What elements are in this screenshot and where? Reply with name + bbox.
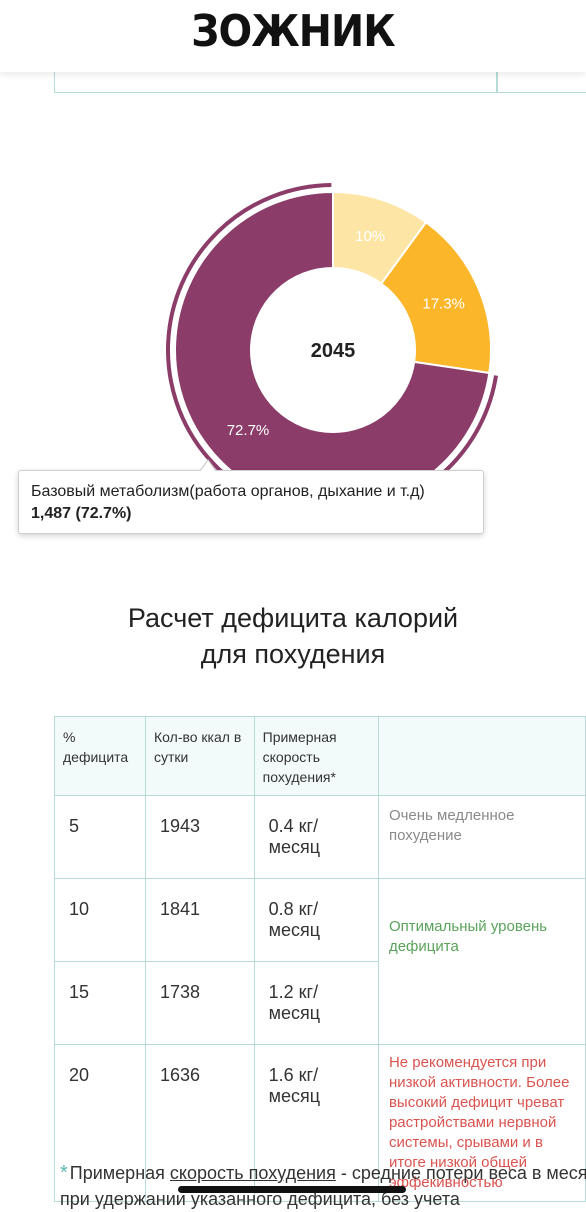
footnote-star: * bbox=[60, 1162, 68, 1184]
cell-note-optimal: Оптимальный уровень дефицита bbox=[377, 878, 586, 1045]
section-title: Расчет дефицита калорий для похудения bbox=[0, 600, 586, 672]
header-kcal: Кол-во ккал в сутки bbox=[145, 716, 255, 796]
tooltip-label: Базовый метаболизм(работа органов, дыхан… bbox=[31, 483, 425, 500]
site-logo[interactable]: ЗОЖНИК bbox=[191, 6, 395, 57]
donut-hole bbox=[251, 268, 415, 432]
cell-pct: 15 bbox=[53, 961, 147, 1045]
header-deficit: % дефицита bbox=[53, 716, 147, 796]
chart-center-value: 2045 bbox=[311, 340, 356, 362]
cell-speed: 1.6 кг/месяц bbox=[253, 1044, 379, 1202]
cell-kcal: 1943 bbox=[145, 795, 255, 879]
cell-pct: 5 bbox=[53, 795, 147, 879]
section-title-line-2: для похудения bbox=[200, 639, 386, 669]
table-divider bbox=[496, 60, 498, 92]
table-header-row: % дефицита Кол-во ккал в сутки Примерная… bbox=[53, 716, 586, 796]
note-optimal: Оптимальный уровень дефицита bbox=[388, 918, 548, 955]
tooltip-value: 1,487 (72.7%) bbox=[31, 505, 132, 522]
cell-kcal: 1841 bbox=[145, 878, 255, 962]
table-row: 10 1841 0.8 кг/месяц Оптимальный уровень… bbox=[53, 878, 586, 1045]
cell-pct: 10 bbox=[53, 878, 147, 962]
table-row: 20 1636 1.6 кг/месяц Не рекомендуется пр… bbox=[53, 1044, 586, 1202]
cell-kcal: 1738 bbox=[145, 961, 255, 1045]
home-indicator[interactable] bbox=[178, 1186, 406, 1193]
note-warning: Не рекомендуется при низкой активности. … bbox=[388, 1054, 570, 1191]
slice-percent-label: 10% bbox=[355, 228, 385, 245]
table-row: 15 1738 1.2 кг/месяц bbox=[53, 961, 586, 1045]
cell-speed: 0.4 кг/месяц bbox=[253, 795, 379, 879]
chart-tooltip: Базовый метаболизм(работа органов, дыхан… bbox=[18, 459, 484, 534]
footnote-text-a: Примерная bbox=[69, 1163, 170, 1183]
header-speed: Примерная скорость похудения* bbox=[253, 716, 379, 796]
slice-percent-label: 17.3% bbox=[422, 296, 465, 313]
header-notes bbox=[377, 716, 586, 796]
deficit-table: % дефицита Кол-во ккал в сутки Примерная… bbox=[53, 716, 586, 1202]
cell-note-warning: Не рекомендуется при низкой активности. … bbox=[377, 1044, 586, 1202]
cell-note-slow: Очень медленное похудение bbox=[377, 795, 586, 879]
section-title-line-1: Расчет дефицита калорий bbox=[127, 603, 459, 633]
slice-percent-label: 72.7% bbox=[227, 422, 270, 439]
tooltip-arrow-inner bbox=[200, 461, 216, 472]
site-header: ЗОЖНИК bbox=[0, 0, 586, 72]
calorie-donut-chart: 2045 10% 17.3% 72.7% bbox=[166, 183, 498, 500]
footnote-link[interactable]: скорость похудения bbox=[169, 1163, 336, 1183]
table-row: 5 1943 0.4 кг/месяц Очень медленное поху… bbox=[53, 795, 586, 879]
note-slow: Очень медленное похудение bbox=[388, 807, 515, 844]
cell-speed: 1.2 кг/месяц bbox=[253, 961, 379, 1045]
cell-speed: 0.8 кг/месяц bbox=[253, 878, 379, 962]
cell-pct: 20 bbox=[53, 1044, 147, 1202]
previous-table-fragment bbox=[54, 60, 586, 93]
